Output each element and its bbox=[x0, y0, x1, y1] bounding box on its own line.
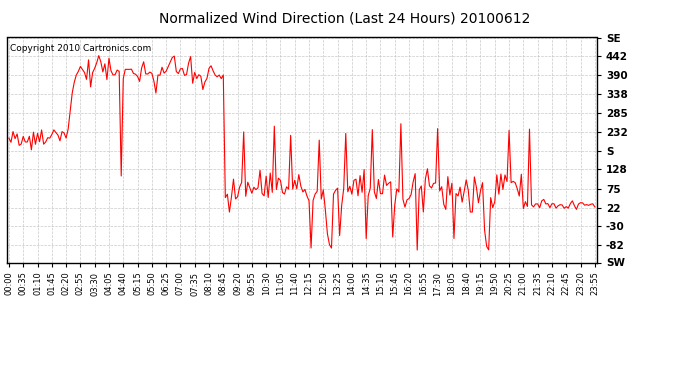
Text: Copyright 2010 Cartronics.com: Copyright 2010 Cartronics.com bbox=[10, 44, 151, 53]
Text: Normalized Wind Direction (Last 24 Hours) 20100612: Normalized Wind Direction (Last 24 Hours… bbox=[159, 11, 531, 25]
